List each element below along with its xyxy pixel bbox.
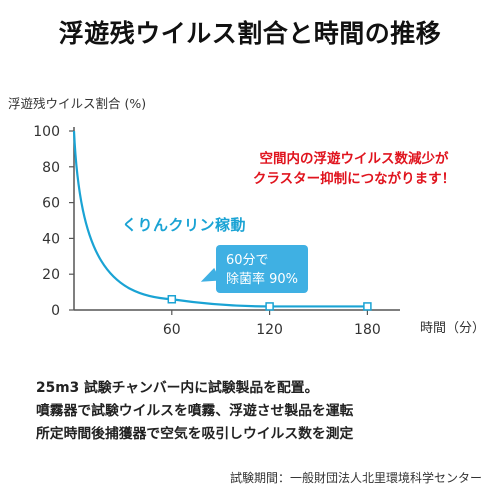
desc-line3: 所定時間後捕獲器で空気を吸引しウイルス数を測定 [36, 426, 354, 442]
y-tick-label: 40 [42, 231, 60, 247]
y-tick-label: 0 [51, 303, 60, 319]
desc-line1: 25m3 試験チャンバー内に試験製品を配置。 [36, 380, 319, 396]
data-point-marker [265, 302, 274, 311]
desc-line2: 噴霧器で試験ウイルスを噴霧、浮遊させ製品を運転 [36, 403, 354, 419]
source-note: 試験期間：一般財団法人北里環境科学センター [229, 471, 482, 485]
y-tick-labels: 0 20 40 60 80 100 [33, 124, 60, 319]
annotation-red-line2: クラスター抑制につながります！ [252, 171, 456, 187]
y-tick-label: 80 [42, 160, 60, 176]
y-axis-unit: (%) [124, 96, 147, 111]
chart-canvas: 0 20 40 60 80 100 60 120 180 時間（分） [33, 124, 485, 338]
x-tick-label: 120 [256, 322, 283, 338]
series-line-kurin [72, 130, 368, 308]
callout-box: 60分で 除菌率 90% [216, 245, 308, 293]
callout-line2: 除菌率 90% [226, 272, 299, 287]
axes [69, 127, 400, 315]
x-axis-label: 時間（分） [420, 321, 485, 336]
series-label: くりんクリン稼動 [122, 216, 247, 234]
callout-line1: 60分で [226, 253, 269, 268]
x-tick-labels: 60 120 180 [163, 322, 381, 338]
annotation-red: 空間内の浮遊ウイルス数減少が クラスター抑制につながります！ [224, 149, 484, 189]
y-axis-label: 浮遊残ウイルス割合 (%) [8, 93, 146, 112]
y-tick-label: 100 [33, 124, 60, 140]
y-axis-label-text: 浮遊残ウイルス割合 [8, 96, 121, 111]
y-tick-label: 20 [42, 267, 60, 283]
chart-title: 浮遊残ウイルス割合と時間の推移 [58, 19, 442, 48]
data-point-marker [167, 295, 177, 304]
x-tick-label: 60 [163, 322, 181, 338]
data-markers [167, 295, 372, 311]
test-description: 25m3 試験チャンバー内に試験製品を配置。 噴霧器で試験ウイルスを噴霧、浮遊さ… [36, 377, 486, 446]
annotation-red-line1: 空間内の浮遊ウイルス数減少が [259, 151, 449, 167]
data-point-marker [363, 302, 372, 311]
x-tick-label: 180 [354, 322, 381, 338]
y-tick-label: 60 [42, 196, 60, 212]
